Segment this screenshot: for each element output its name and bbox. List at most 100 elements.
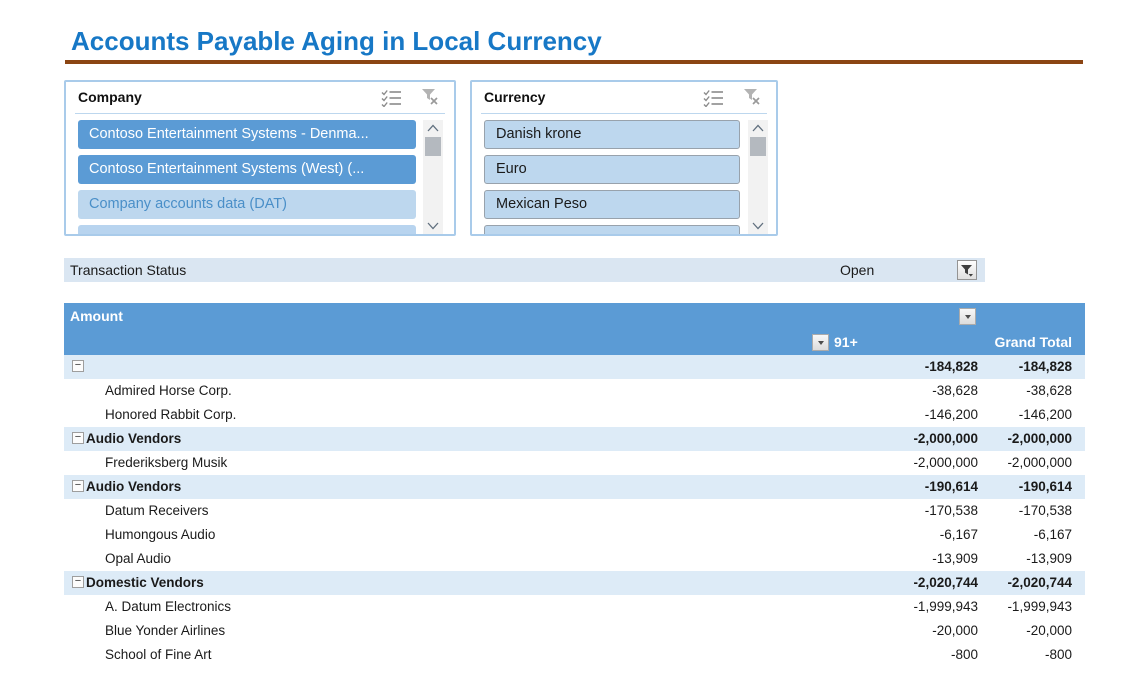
row-label: A. Datum Electronics xyxy=(105,599,232,614)
clear-filter-icon[interactable] xyxy=(420,88,442,107)
value-91plus: -1,999,943 xyxy=(913,599,978,614)
pivot-row: Honored Rabbit Corp. -146,200 -146,200 xyxy=(64,403,1085,427)
value-91plus: -146,200 xyxy=(924,407,978,422)
row-label-cell: − Audio Vendors xyxy=(64,427,858,451)
pivot-row: School of Fine Art -800 -800 xyxy=(64,643,1085,667)
value-91plus: -6,167 xyxy=(939,527,978,542)
value-91plus: -2,020,744 xyxy=(913,575,978,590)
value-grand-total: -1,999,943 xyxy=(1007,599,1072,614)
row-label: School of Fine Art xyxy=(105,647,212,662)
pivot-row: Admired Horse Corp. -38,628 -38,628 xyxy=(64,379,1085,403)
scrollbar[interactable] xyxy=(748,120,768,234)
multi-select-icon[interactable] xyxy=(703,88,725,107)
multi-select-icon[interactable] xyxy=(381,88,403,107)
scrollbar-up-icon[interactable] xyxy=(748,120,768,136)
row-label: Opal Audio xyxy=(105,551,172,566)
row-label-cell: − Audio Vendors xyxy=(64,475,858,499)
transaction-status-bar: Transaction Status Open xyxy=(64,258,985,282)
slicer-item[interactable]: Mexican Peso xyxy=(484,190,740,219)
transaction-status-value: Open xyxy=(840,262,875,278)
value-91plus: -2,000,000 xyxy=(913,431,978,446)
value-grand-total: -13,909 xyxy=(1026,551,1072,566)
row-label-cell: Honored Rabbit Corp. xyxy=(64,403,858,427)
value-grand-total: -20,000 xyxy=(1026,623,1072,638)
slicer-item-list: Contoso Entertainment Systems - Denma...… xyxy=(78,120,416,234)
collapse-button[interactable]: − xyxy=(72,479,84,492)
slicer-title-currency: Currency xyxy=(484,89,546,105)
slicer-item[interactable]: Contoso Entertainment Systems - Denma... xyxy=(78,120,416,149)
row-label: Domestic Vendors xyxy=(86,575,204,590)
filter-dropdown-button[interactable] xyxy=(957,260,977,280)
pivot-row: Humongous Audio -6,167 -6,167 xyxy=(64,523,1085,547)
value-grand-total: -38,628 xyxy=(1026,383,1072,398)
pivot-row: − -184,828 -184,828 xyxy=(64,355,1085,379)
pivot-row: Datum Receivers -170,538 -170,538 xyxy=(64,499,1085,523)
value-grand-total: -184,828 xyxy=(1018,359,1072,374)
currency-slicer: Currency Danish krone Euro Mexican Peso xyxy=(470,80,778,236)
title-underline xyxy=(65,60,1083,64)
slicer-title-company: Company xyxy=(78,89,142,105)
scrollbar-down-icon[interactable] xyxy=(423,218,443,234)
row-dropdown-button[interactable] xyxy=(812,334,829,351)
column-header-grand-total: Grand Total xyxy=(994,334,1072,350)
scrollbar-thumb[interactable] xyxy=(425,137,441,156)
clear-filter-icon[interactable] xyxy=(742,88,764,107)
row-label-cell: School of Fine Art xyxy=(64,643,858,667)
slicer-item-list: Danish krone Euro Mexican Peso xyxy=(484,120,740,234)
chevron-down-icon xyxy=(964,314,971,319)
collapse-button[interactable]: − xyxy=(72,575,84,588)
row-label-cell: − xyxy=(64,355,858,379)
pivot-row: − Audio Vendors -190,614 -190,614 xyxy=(64,475,1085,499)
collapse-button[interactable]: − xyxy=(72,359,84,372)
row-label-cell: − Domestic Vendors xyxy=(64,571,858,595)
slicer-separator xyxy=(75,113,445,114)
transaction-status-label: Transaction Status xyxy=(70,262,187,278)
column-dropdown-button[interactable] xyxy=(959,308,976,325)
pivot-row: Blue Yonder Airlines -20,000 -20,000 xyxy=(64,619,1085,643)
row-label-cell: Datum Receivers xyxy=(64,499,858,523)
value-grand-total: -2,000,000 xyxy=(1007,455,1072,470)
row-label: Audio Vendors xyxy=(86,479,182,494)
row-label-cell: Opal Audio xyxy=(64,547,858,571)
scrollbar-up-icon[interactable] xyxy=(423,120,443,136)
row-label-cell: Admired Horse Corp. xyxy=(64,379,858,403)
value-grand-total: -2,020,744 xyxy=(1007,575,1072,590)
slicer-item[interactable]: Danish krone xyxy=(484,120,740,149)
row-label: Frederiksberg Musik xyxy=(105,455,228,470)
row-label-cell: Frederiksberg Musik xyxy=(64,451,858,475)
slicer-item[interactable] xyxy=(484,225,740,234)
value-grand-total: -6,167 xyxy=(1033,527,1072,542)
scrollbar-down-icon[interactable] xyxy=(748,218,768,234)
value-grand-total: -170,538 xyxy=(1018,503,1072,518)
row-label: Audio Vendors xyxy=(86,431,182,446)
value-91plus: -38,628 xyxy=(932,383,978,398)
slicer-item[interactable] xyxy=(78,225,416,234)
slicer-item[interactable]: Euro xyxy=(484,155,740,184)
scrollbar-thumb[interactable] xyxy=(750,137,766,156)
value-91plus: -170,538 xyxy=(924,503,978,518)
value-grand-total: -2,000,000 xyxy=(1007,431,1072,446)
collapse-button[interactable]: − xyxy=(72,431,84,444)
page-title: Accounts Payable Aging in Local Currency xyxy=(71,26,602,56)
row-label-cell: Humongous Audio xyxy=(64,523,858,547)
value-grand-total: -800 xyxy=(1044,647,1072,662)
value-91plus: -184,828 xyxy=(924,359,978,374)
value-grand-total: -146,200 xyxy=(1018,407,1072,422)
row-label: Admired Horse Corp. xyxy=(105,383,232,398)
pivot-row: Frederiksberg Musik -2,000,000 -2,000,000 xyxy=(64,451,1085,475)
pivot-header: Amount 91+ Grand Total xyxy=(64,303,1085,355)
slicer-separator xyxy=(481,113,767,114)
slicer-item[interactable]: Contoso Entertainment Systems (West) (..… xyxy=(78,155,416,184)
scrollbar[interactable] xyxy=(423,120,443,234)
slicer-item[interactable]: Company accounts data (DAT) xyxy=(78,190,416,219)
company-slicer: Company Contoso Entertainment Systems - … xyxy=(64,80,456,236)
pivot-row: − Domestic Vendors -2,020,744 -2,020,744 xyxy=(64,571,1085,595)
pivot-row: A. Datum Electronics -1,999,943 -1,999,943 xyxy=(64,595,1085,619)
row-label: Blue Yonder Airlines xyxy=(105,623,226,638)
row-label-cell: A. Datum Electronics xyxy=(64,595,858,619)
value-91plus: -20,000 xyxy=(932,623,978,638)
pivot-row: Opal Audio -13,909 -13,909 xyxy=(64,547,1085,571)
row-label-cell: Blue Yonder Airlines xyxy=(64,619,858,643)
value-91plus: -190,614 xyxy=(924,479,978,494)
value-91plus: -2,000,000 xyxy=(913,455,978,470)
